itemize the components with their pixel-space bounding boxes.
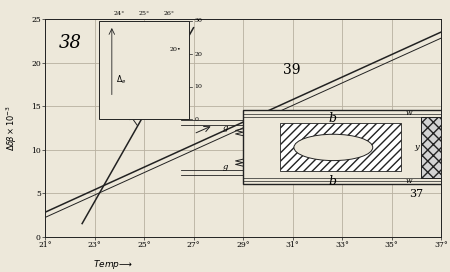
Text: 38: 38 xyxy=(59,34,82,52)
Text: $\Delta_e$: $\Delta_e$ xyxy=(116,74,126,86)
Text: g: g xyxy=(223,163,228,171)
Text: g: g xyxy=(223,124,228,132)
Text: b: b xyxy=(328,112,336,125)
Text: w: w xyxy=(405,109,412,118)
Text: 25°: 25° xyxy=(139,11,149,16)
Bar xyxy=(280,123,401,171)
Bar xyxy=(243,110,446,184)
Text: $\Delta\delta\!\beta\times 10^{-3}$: $\Delta\delta\!\beta\times 10^{-3}$ xyxy=(4,105,18,151)
Text: 24°: 24° xyxy=(113,11,125,16)
Text: w: w xyxy=(405,177,412,186)
Text: b: b xyxy=(328,175,336,188)
Text: 39: 39 xyxy=(283,63,300,76)
Text: 37: 37 xyxy=(409,189,423,199)
Bar xyxy=(421,116,441,178)
Text: 10: 10 xyxy=(195,84,203,89)
Ellipse shape xyxy=(294,134,373,160)
Text: 26°: 26° xyxy=(163,11,174,16)
Text: 20•: 20• xyxy=(169,47,181,52)
Text: y: y xyxy=(414,143,418,152)
Bar xyxy=(421,116,441,178)
Text: 0: 0 xyxy=(195,117,199,122)
Text: $\mathit{Temp}\!\longrightarrow$: $\mathit{Temp}\!\longrightarrow$ xyxy=(93,258,133,271)
Text: 20: 20 xyxy=(195,52,203,57)
Bar xyxy=(99,21,189,119)
Text: 30: 30 xyxy=(195,18,203,23)
